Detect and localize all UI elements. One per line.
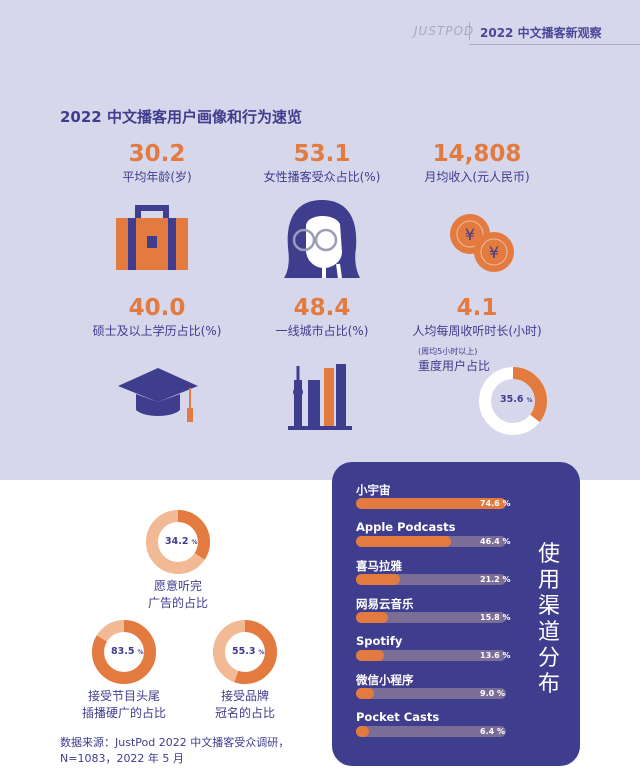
channel-bar-value: 46.4 % <box>480 537 511 546</box>
hard-ad-value: 83.5% <box>111 646 144 657</box>
stat-label: 月均收入(元人民币) <box>424 170 530 184</box>
stat-female-share: 53.1 女性播客受众占比(%) <box>222 140 422 186</box>
channel-bar <box>356 498 506 509</box>
channel-bar-value: 74.6 % <box>480 499 511 508</box>
channel-name: 喜马拉雅 <box>356 559 402 573</box>
stat-value: 14,808 <box>432 141 522 167</box>
stat-value: 48.4 <box>293 295 351 321</box>
woman-with-glasses-icon <box>284 200 360 279</box>
channel-bar-track <box>356 688 506 699</box>
heavy-user-donut <box>479 367 547 435</box>
stat-label: 一线城市占比(%) <box>275 324 369 338</box>
city-skyline-icon <box>288 364 352 430</box>
channel-name: Spotify <box>356 634 403 648</box>
svg-text:¥: ¥ <box>465 225 475 244</box>
heavy-user-note: (周均5小时以上) <box>418 347 478 356</box>
ad-finish-donut <box>146 510 210 574</box>
brand-logo: JUSTPOD <box>414 24 475 38</box>
stat-value: 53.1 <box>293 141 351 167</box>
stat-monthly-income: 14,808 月均收入(元人民币) <box>377 140 577 186</box>
yuan-coins-icon: ¥ ¥ <box>450 214 514 272</box>
stat-label: 人均每周收听时长(小时) <box>412 324 542 338</box>
heavy-user-label: 重度用户占比 <box>418 359 491 373</box>
channel-name: Apple Podcasts <box>356 520 456 534</box>
heavy-user-value: 35.6% <box>500 394 533 405</box>
svg-text:¥: ¥ <box>489 243 499 262</box>
channel-bar <box>356 612 389 623</box>
brand-naming-label: 接受品牌 冠名的占比 <box>214 689 275 720</box>
stat-average-age: 30.2 平均年龄(岁) <box>57 140 257 186</box>
briefcase-icon <box>116 205 188 270</box>
data-source: 数据来源：JustPod 2022 中文播客受众调研， N=1083，2022 … <box>60 736 290 765</box>
hard-ad-donut <box>92 620 156 684</box>
header-title: 2022 中文播客新观察 <box>480 26 602 40</box>
stat-label: 女性播客受众占比(%) <box>263 170 381 184</box>
hard-ad-label: 接受节目头尾 插播硬广的占比 <box>81 689 166 720</box>
channel-bar <box>356 726 370 737</box>
stat-value: 40.0 <box>128 295 186 321</box>
channel-bar-value: 13.6 % <box>480 651 511 660</box>
channel-bar-value: 9.0 % <box>480 689 505 698</box>
stat-label: 硕士及以上学历占比(%) <box>92 324 222 338</box>
channel-name: 微信小程序 <box>356 673 414 687</box>
header-divider <box>469 22 470 40</box>
stat-label: 平均年龄(岁) <box>122 170 192 184</box>
channel-bar <box>356 574 400 585</box>
brand-naming-value: 55.3% <box>232 646 265 657</box>
channel-name: Pocket Casts <box>356 710 440 724</box>
channel-name: 小宇宙 <box>356 483 391 497</box>
channel-bar <box>356 650 384 661</box>
stat-tier1-city: 48.4 一线城市占比(%) <box>222 294 422 340</box>
header-underline <box>469 44 640 45</box>
channel-bar-track <box>356 650 506 661</box>
channel-bar-track <box>356 574 506 585</box>
section-title: 2022 中文播客用户画像和行为速览 <box>60 108 302 126</box>
channel-bar-track <box>356 726 506 737</box>
stat-weekly-hours: 4.1 人均每周收听时长(小时) <box>377 294 577 340</box>
channel-bar <box>356 536 452 547</box>
channel-name: 网易云音乐 <box>356 597 414 611</box>
channel-chart-title: 使用渠道分布 <box>537 542 560 697</box>
channel-bar-value: 15.8 % <box>480 613 511 622</box>
stat-masters-degree: 40.0 硕士及以上学历占比(%) <box>57 294 257 340</box>
brand-naming-donut <box>213 620 277 684</box>
stat-value: 30.2 <box>128 141 186 167</box>
channel-bar-track <box>356 612 506 623</box>
channel-bar-value: 6.4 % <box>480 727 505 736</box>
graduation-cap-icon <box>118 368 198 422</box>
channel-bar-value: 21.2 % <box>480 575 511 584</box>
ad-finish-value: 34.2% <box>165 536 198 547</box>
channel-bar <box>356 688 375 699</box>
stat-value: 4.1 <box>456 295 498 321</box>
ad-finish-label: 愿意听完 广告的占比 <box>147 579 208 610</box>
